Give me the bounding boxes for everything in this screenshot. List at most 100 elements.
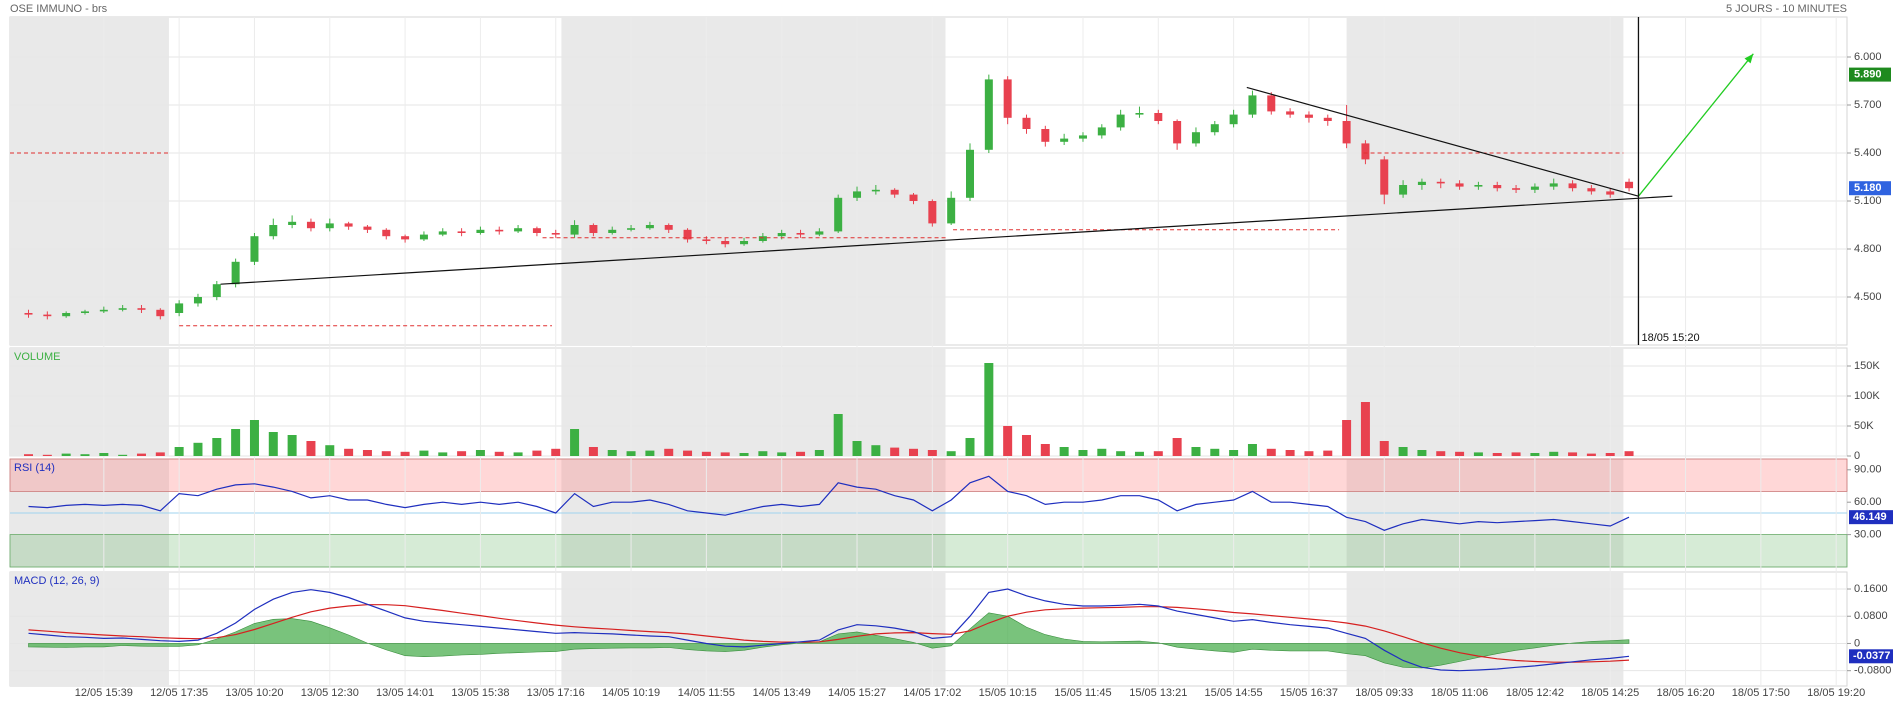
volume-bar	[174, 447, 184, 456]
volume-bar	[268, 432, 278, 456]
volume-bar	[551, 448, 561, 456]
candle-body	[438, 231, 447, 235]
volume-bar	[1040, 444, 1050, 456]
rsi-line	[28, 475, 1630, 531]
candle-body	[1323, 117, 1332, 121]
candle-body	[608, 229, 617, 233]
volume-bar	[99, 453, 109, 456]
volume-bar	[1097, 448, 1107, 456]
volume-bar	[24, 454, 33, 456]
candle-body	[966, 149, 974, 198]
price-marker-label: 5.890	[1854, 69, 1882, 81]
candle-body	[909, 194, 918, 201]
volume-bar	[212, 438, 222, 456]
x-tick-label: 18/05 09:33	[1355, 687, 1413, 699]
x-tick-label: 15/05 10:15	[979, 687, 1037, 699]
candle-body	[645, 225, 654, 229]
x-tick-label: 18/05 16:20	[1656, 687, 1714, 699]
x-tick-label: 14/05 17:02	[903, 687, 961, 699]
volume-bar	[871, 445, 881, 456]
y-tick-label: 5.100	[1854, 195, 1882, 207]
signal-line	[28, 604, 1630, 663]
volume-bar	[1586, 453, 1596, 456]
panel-title: RSI (14)	[14, 462, 55, 474]
candle-body	[1474, 185, 1483, 187]
y-tick-label: 100K	[1854, 390, 1880, 402]
candle-body	[1154, 113, 1163, 121]
volume-bar	[1285, 450, 1295, 456]
volume-bar	[1172, 438, 1182, 456]
volume-bar	[946, 451, 956, 456]
candle-body	[1436, 181, 1445, 184]
y-tick-label: 30.00	[1854, 529, 1882, 541]
candle-body	[1210, 124, 1219, 133]
arrow-head	[1744, 53, 1754, 64]
volume-bar	[588, 447, 598, 456]
candle-body	[344, 223, 353, 227]
x-tick-label: 13/05 14:01	[376, 687, 434, 699]
y-tick-label: 5.400	[1854, 147, 1882, 159]
candle-body	[1568, 183, 1577, 189]
candle-body	[1455, 183, 1464, 187]
candle-body	[495, 229, 504, 232]
candle-body	[1361, 143, 1370, 160]
volume-bar	[1624, 451, 1634, 456]
volume-bar	[852, 441, 862, 456]
volume-bar	[739, 453, 749, 456]
y-tick-label: 5.700	[1854, 99, 1882, 111]
y-tick-label: 0.1600	[1854, 583, 1888, 595]
candle-body	[401, 236, 410, 240]
trend-line	[220, 195, 1673, 285]
volume-bar	[796, 451, 806, 456]
candle-body	[193, 297, 202, 304]
candle-body	[570, 225, 579, 235]
candle-body	[419, 234, 428, 240]
rsi-last-label: 46.149	[1853, 511, 1887, 523]
volume-bar	[155, 452, 165, 456]
candle-body	[1625, 181, 1634, 189]
candle-body	[118, 308, 127, 310]
candle-body	[1417, 181, 1426, 185]
volume-bar	[1323, 450, 1333, 456]
y-tick-label: 60.00	[1854, 496, 1882, 508]
y-tick-label: 50K	[1854, 420, 1874, 432]
candle-body	[871, 189, 880, 192]
volume-bar	[1134, 451, 1144, 456]
candle-body	[1229, 114, 1238, 125]
candle-body	[99, 309, 108, 312]
volume-bar	[381, 451, 391, 456]
volume-bar	[344, 448, 354, 456]
cursor-label: 18/05 15:20	[1641, 332, 1699, 344]
day-shade	[1346, 572, 1624, 686]
candle-body	[24, 313, 33, 315]
volume-bar	[1304, 451, 1314, 456]
drawings	[10, 17, 1754, 345]
candle-body	[890, 189, 899, 195]
candle-body	[1342, 121, 1351, 144]
candle-body	[325, 223, 334, 229]
volume-bar	[325, 445, 335, 456]
candle-body	[1173, 121, 1182, 144]
volume-bar	[664, 448, 674, 456]
candle-body	[815, 231, 824, 235]
volume-bar	[306, 441, 316, 456]
volume-bar	[645, 450, 655, 456]
volume-bar	[136, 453, 146, 456]
volume-bar	[1191, 447, 1201, 456]
volume-bar	[438, 452, 448, 456]
y-tick-label: 6.000	[1854, 51, 1882, 63]
day-shade	[561, 572, 946, 686]
x-tick-label: 14/05 11:55	[678, 687, 735, 699]
x-tick-label: 15/05 11:45	[1054, 687, 1111, 699]
candle-body	[1286, 111, 1295, 115]
candle-body	[1191, 132, 1200, 144]
volume-bar	[1549, 451, 1559, 456]
candle-body	[457, 231, 466, 233]
trend-line	[1246, 86, 1639, 197]
candle-body	[1003, 79, 1012, 118]
x-tick-label: 18/05 19:20	[1807, 687, 1865, 699]
volume-bar	[1530, 453, 1540, 456]
labels: 4.500 4.800 5.100 5.400 5.700 6.000 0 50K 100K 15…	[14, 51, 1893, 699]
volume-bar	[1568, 452, 1578, 456]
candle-body	[156, 309, 165, 317]
